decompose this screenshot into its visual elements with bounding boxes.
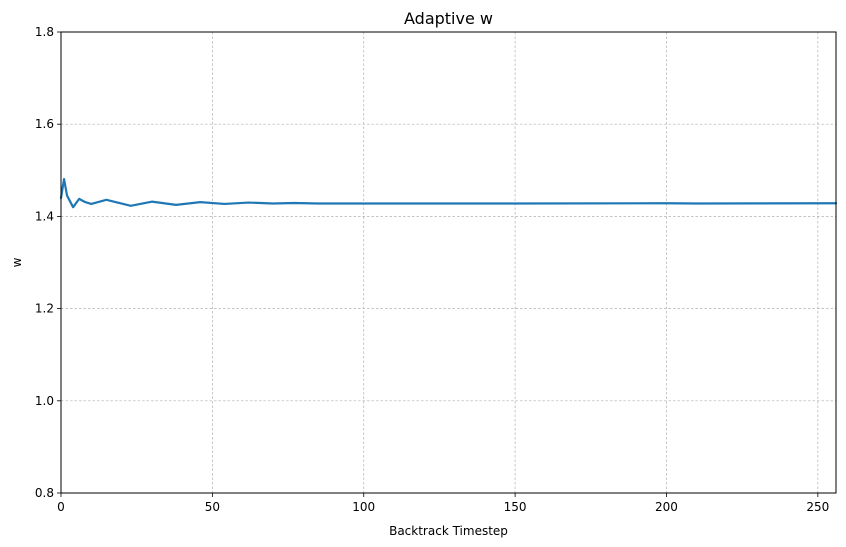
series-layer — [59, 177, 838, 209]
y-tick-label: 1.2 — [35, 302, 54, 316]
y-tick-label: 1.8 — [35, 25, 54, 39]
x-tick-label: 0 — [57, 500, 65, 514]
y-tick-label: 1.6 — [35, 117, 54, 131]
x-tick-label: 200 — [655, 500, 678, 514]
chart-title: Adaptive w — [404, 9, 493, 28]
ticks: 0 50 100 150 200 250 0.8 1.0 1.2 1.4 1.6 1.8 — [35, 25, 829, 514]
plot-frame — [60, 31, 837, 494]
y-axis-label: w — [10, 257, 24, 267]
x-axis-label: Backtrack Timestep — [389, 524, 508, 538]
x-tick-label: 150 — [504, 500, 527, 514]
series-line — [59, 177, 838, 209]
y-tick-label: 0.8 — [35, 486, 54, 500]
x-tick-label: 50 — [205, 500, 220, 514]
x-tick-label: 250 — [806, 500, 829, 514]
x-tick-label: 100 — [352, 500, 375, 514]
grid — [60, 31, 836, 494]
y-tick-label: 1.0 — [35, 394, 54, 408]
y-tick-label: 1.4 — [35, 209, 54, 223]
